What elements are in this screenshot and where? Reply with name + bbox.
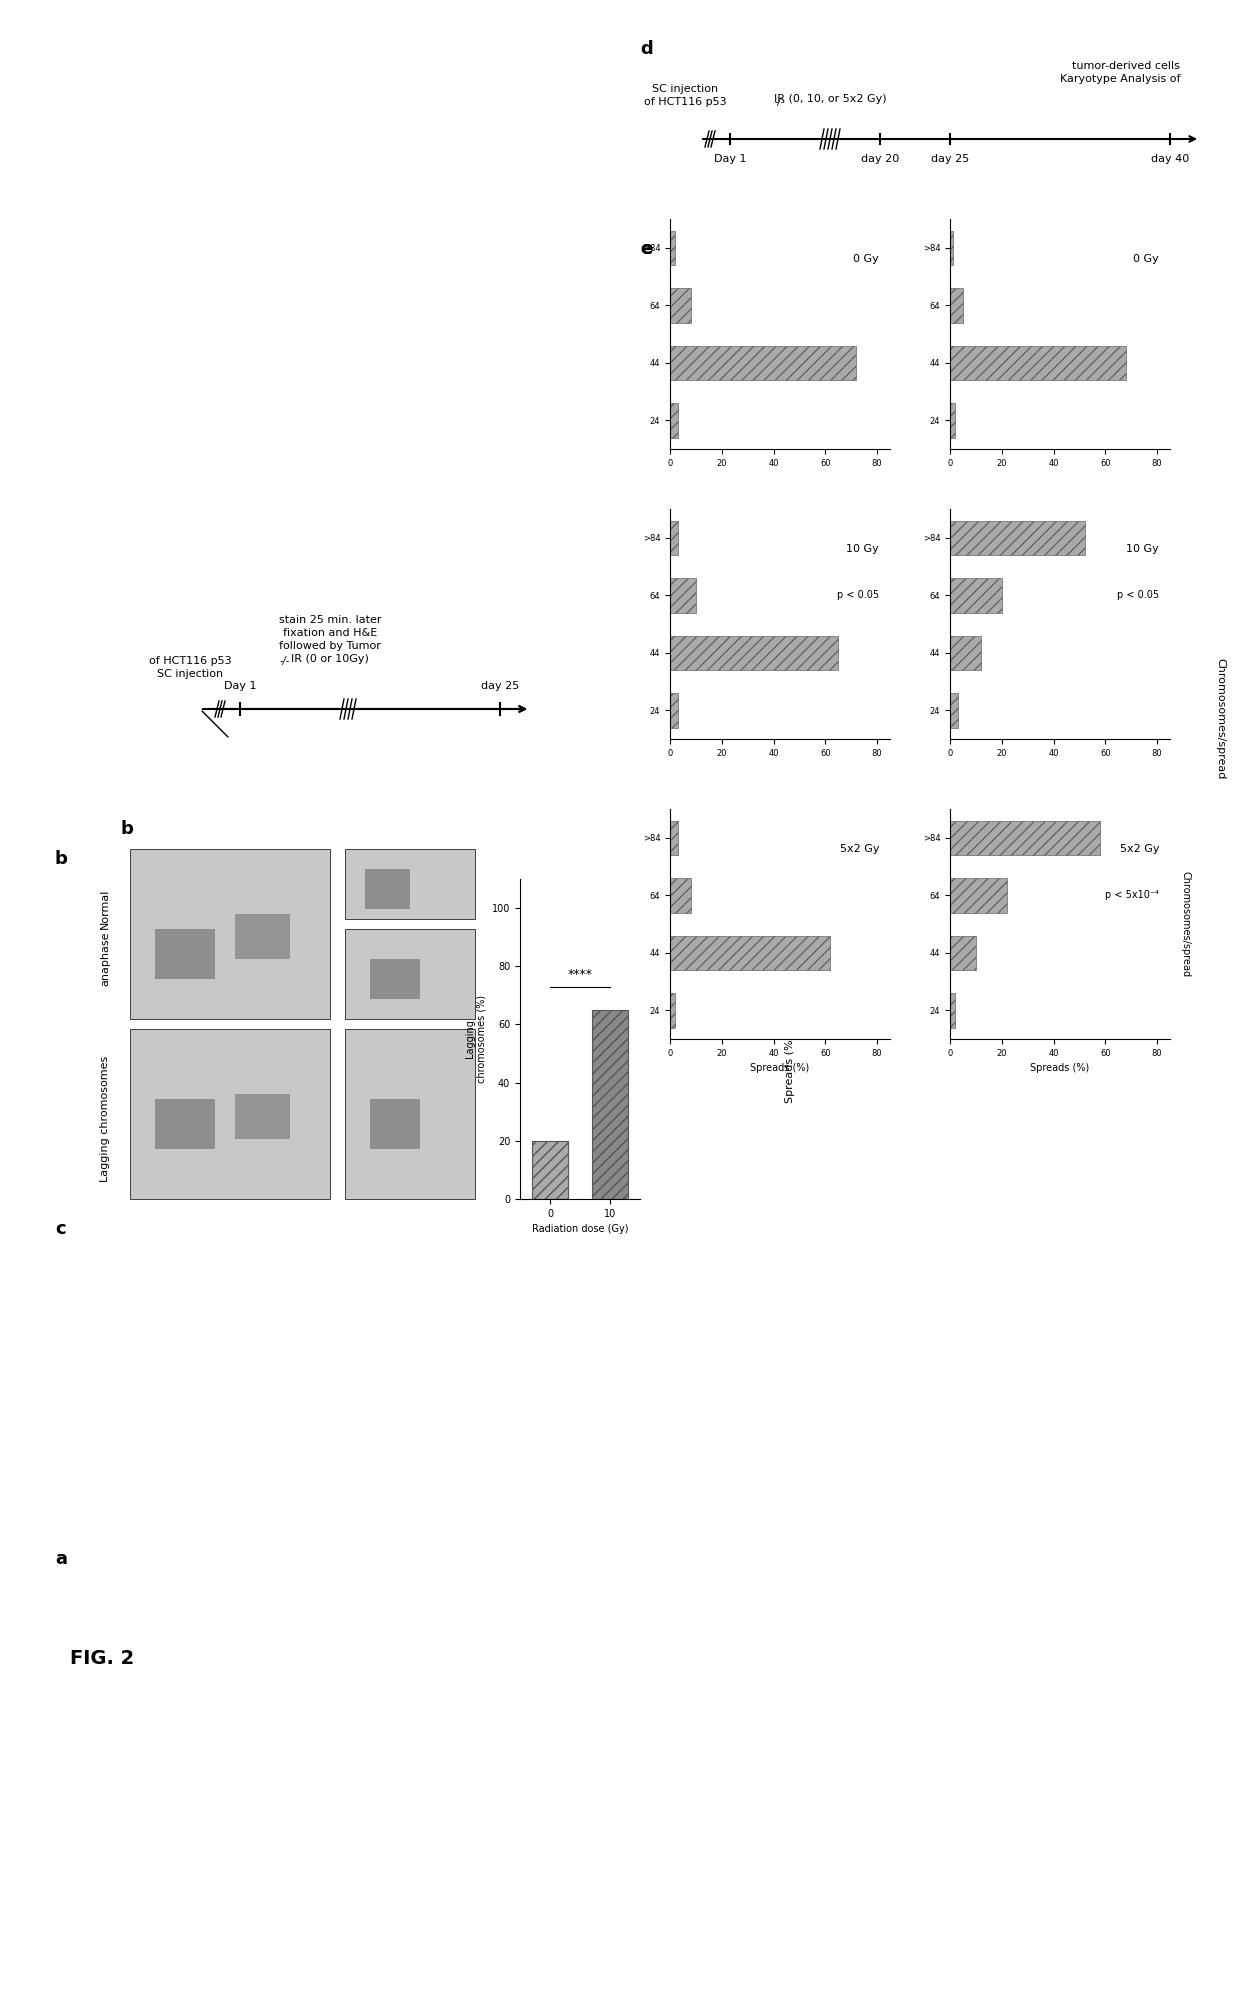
Text: c: c (55, 1219, 66, 1238)
Bar (591, 1011, 627, 1199)
Text: followed by Tumor: followed by Tumor (279, 641, 381, 651)
Text: SC injection: SC injection (652, 84, 718, 94)
Text: stain 25 min. later: stain 25 min. later (279, 615, 381, 625)
Bar (670, 936, 831, 970)
Text: Karyotype Analysis of: Karyotype Analysis of (1059, 74, 1180, 84)
Bar (670, 346, 857, 380)
Bar (130, 1029, 330, 1199)
Bar (345, 1029, 475, 1199)
Bar (130, 850, 330, 1019)
Text: day 25: day 25 (931, 155, 970, 165)
Bar (670, 992, 675, 1027)
Text: FIG. 2: FIG. 2 (69, 1649, 134, 1669)
Bar (670, 635, 838, 669)
Text: day 40: day 40 (1151, 155, 1189, 165)
Text: e: e (640, 239, 652, 257)
Bar (950, 635, 981, 669)
Text: -/-: -/- (280, 657, 290, 667)
Bar (532, 1141, 568, 1199)
Y-axis label: Lagging
chromosomes (%): Lagging chromosomes (%) (465, 994, 486, 1083)
Text: a: a (55, 1551, 67, 1567)
Bar (670, 231, 675, 265)
Bar (950, 936, 976, 970)
Bar (155, 1099, 215, 1149)
Bar (345, 928, 475, 1019)
Text: SC injection: SC injection (157, 669, 223, 679)
Text: Spreads (%): Spreads (%) (785, 1035, 795, 1103)
Text: -/-: -/- (775, 96, 785, 106)
Text: day 25: day 25 (481, 681, 520, 691)
Text: of HCT116 p53: of HCT116 p53 (149, 657, 232, 667)
Y-axis label: Chromosomes/spread: Chromosomes/spread (1180, 872, 1190, 976)
Bar (950, 404, 955, 438)
Text: Day 1: Day 1 (714, 155, 746, 165)
Bar (670, 520, 678, 554)
Bar (236, 1095, 290, 1139)
Text: 5x2 Gy: 5x2 Gy (1120, 844, 1159, 854)
Bar (670, 287, 691, 323)
Bar (365, 870, 410, 908)
Text: 10 Gy: 10 Gy (1126, 544, 1159, 554)
Bar (950, 287, 963, 323)
Text: p < 0.05: p < 0.05 (1117, 589, 1159, 599)
Bar (236, 914, 290, 958)
Bar (950, 231, 952, 265)
Text: fixation and H&E: fixation and H&E (283, 629, 377, 639)
Bar (950, 878, 1007, 912)
Text: Normal: Normal (100, 888, 110, 930)
Text: p < 0.05: p < 0.05 (837, 589, 879, 599)
Bar (345, 850, 475, 918)
Text: Chromosomes/spread: Chromosomes/spread (1215, 659, 1225, 779)
Bar (950, 992, 955, 1027)
Text: d: d (640, 40, 652, 58)
Text: 10 Gy: 10 Gy (846, 544, 879, 554)
Text: 5x2 Gy: 5x2 Gy (839, 844, 879, 854)
Bar (370, 958, 420, 998)
Text: Lagging chromosomes: Lagging chromosomes (100, 1057, 110, 1181)
Bar (670, 404, 678, 438)
Bar (670, 820, 678, 856)
Text: tumor-derived cells: tumor-derived cells (1073, 60, 1180, 70)
X-axis label: Spreads (%): Spreads (%) (1030, 1063, 1090, 1073)
Text: Day 1: Day 1 (223, 681, 257, 691)
Text: IR (0 or 10Gy): IR (0 or 10Gy) (291, 655, 370, 665)
Bar (670, 579, 696, 613)
Text: b: b (120, 820, 133, 838)
Text: p < 5x10⁻⁴: p < 5x10⁻⁴ (1105, 890, 1159, 900)
Text: b: b (55, 850, 68, 868)
Text: 0 Gy: 0 Gy (1133, 253, 1159, 263)
X-axis label: Radiation dose (Gy): Radiation dose (Gy) (532, 1223, 629, 1234)
Bar (950, 346, 1126, 380)
Bar (670, 693, 678, 727)
Text: ****: **** (568, 968, 593, 980)
Bar (155, 928, 215, 978)
Text: IR (0, 10, or 5x2 Gy): IR (0, 10, or 5x2 Gy) (774, 94, 887, 104)
Text: anaphase: anaphase (100, 932, 110, 986)
Text: e: e (640, 239, 652, 257)
Bar (370, 1099, 420, 1149)
Bar (950, 520, 1085, 554)
X-axis label: Spreads (%): Spreads (%) (750, 1063, 810, 1073)
Bar (950, 579, 1002, 613)
Text: of HCT116 p53: of HCT116 p53 (644, 96, 727, 106)
Bar (950, 820, 1100, 856)
Bar (670, 878, 691, 912)
Text: 0 Gy: 0 Gy (853, 253, 879, 263)
Bar (950, 693, 957, 727)
Text: day 20: day 20 (861, 155, 899, 165)
